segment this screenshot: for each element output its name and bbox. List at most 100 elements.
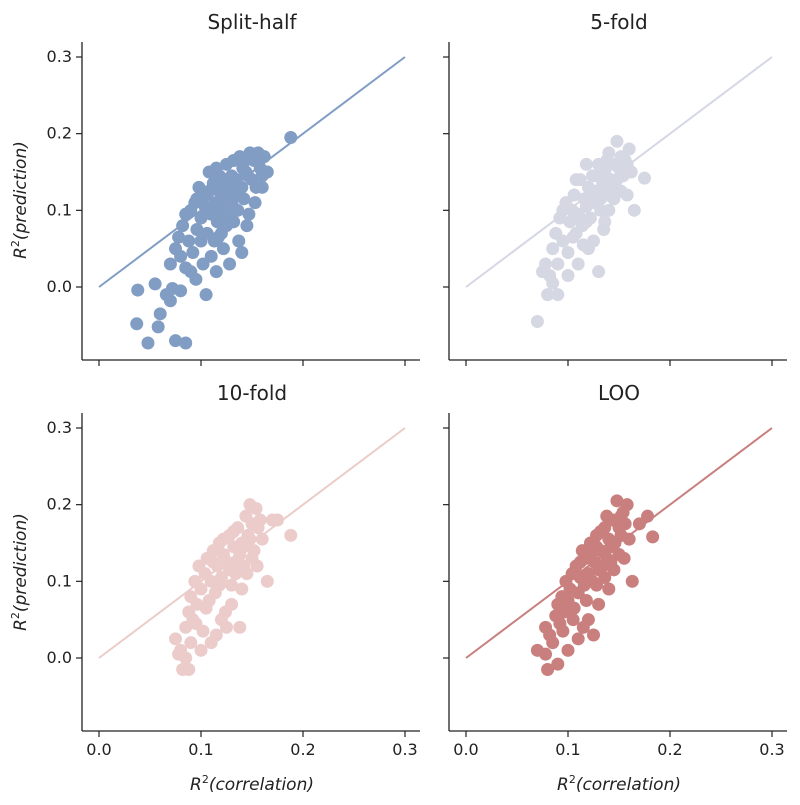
scatter-point — [590, 578, 604, 592]
scatter-point — [561, 643, 575, 657]
scatter-point — [131, 283, 145, 297]
scatter-point — [567, 188, 581, 202]
scatter-point — [604, 555, 618, 569]
scatter-point — [598, 215, 612, 229]
scatter-points — [530, 134, 651, 328]
scatter-point — [194, 211, 208, 225]
scatter-point — [530, 315, 544, 328]
scatter-point — [194, 582, 208, 596]
scatter-point — [583, 184, 597, 198]
scatter-point — [153, 307, 167, 321]
scatter-point — [184, 265, 198, 279]
scatter-point — [174, 643, 188, 657]
scatter-point — [627, 203, 641, 217]
scatter-point — [163, 257, 177, 271]
scatter-point — [248, 196, 262, 210]
scatter-point — [199, 288, 213, 302]
scatter-point — [182, 234, 196, 248]
scatter-point — [614, 184, 628, 198]
scatter-point — [541, 288, 555, 302]
scatter-points — [130, 131, 298, 350]
scatter-point — [253, 513, 267, 527]
y-tick-label: 0.3 — [47, 418, 72, 437]
scatter-point — [561, 269, 575, 282]
scatter-point — [551, 657, 565, 671]
scatter-point — [232, 184, 246, 198]
scatter-point — [610, 494, 624, 508]
scatter-point — [587, 234, 600, 248]
scatter-point — [204, 249, 218, 263]
scatter-point — [610, 134, 624, 148]
x-tick-label: 0.3 — [759, 740, 784, 759]
x-tick-label: 0.2 — [290, 740, 315, 759]
panel-loo: LOO 0.0 0.1 0.2 0.3 — [443, 381, 787, 759]
scatter-point — [235, 582, 249, 596]
x-tick-label: 0.3 — [392, 740, 417, 759]
scatter-point — [186, 246, 200, 259]
scatter-point — [179, 336, 193, 350]
scatter-point — [179, 207, 193, 221]
scatter-point — [592, 265, 606, 279]
scatter-point — [238, 154, 252, 167]
scatter-point — [169, 334, 182, 348]
panel-title: Split-half — [207, 10, 297, 34]
scatter-point — [225, 578, 239, 592]
x-tick-label: 0.2 — [657, 740, 682, 759]
scatter-point — [587, 628, 600, 642]
scatter-point — [602, 203, 616, 217]
y-tick-label: 0.0 — [47, 648, 72, 667]
scatter-point — [174, 284, 188, 298]
scatter-point — [620, 157, 634, 171]
scatter-point — [240, 219, 254, 233]
scatter-point — [622, 532, 636, 546]
scatter-point — [546, 276, 560, 290]
scatter-point — [255, 180, 269, 194]
scatter-point — [602, 582, 616, 596]
scatter-point — [235, 246, 249, 259]
y-tick-label: 0.1 — [47, 571, 72, 590]
scatter-point — [556, 234, 570, 248]
scatter-point — [260, 165, 274, 179]
x-tick-label: 0.1 — [188, 740, 213, 759]
scatter-point — [172, 230, 186, 244]
panel-title: 5-fold — [590, 10, 647, 34]
scatter-point — [174, 249, 188, 263]
scatter-point — [194, 234, 208, 248]
scatter-point — [194, 643, 208, 657]
x-axis-label: R2(correlation) — [557, 773, 681, 795]
scatter-point — [260, 574, 274, 588]
scatter-point — [130, 317, 144, 331]
scatter-point — [600, 509, 614, 523]
scatter-point — [539, 257, 553, 271]
scatter-points — [169, 498, 298, 676]
scatter-point — [216, 207, 230, 221]
scatter-point — [551, 257, 565, 271]
y-axis-label: R2(prediction) — [9, 513, 31, 631]
panel-split-half: Split-half 0.0 0.1 0.2 0.3 — [47, 10, 420, 366]
scatter-point — [569, 173, 583, 187]
scatter-point — [541, 663, 555, 676]
y-tick-label: 0.3 — [47, 47, 72, 66]
scatter-points — [530, 494, 660, 676]
scatter-point — [622, 142, 636, 156]
scatter-point — [190, 192, 204, 206]
scatter-point — [576, 620, 590, 634]
scatter-point — [232, 234, 246, 248]
scatter-point — [243, 532, 257, 546]
scatter-point — [182, 663, 196, 676]
scatter-point — [573, 555, 587, 569]
scatter-point — [556, 624, 570, 638]
x-axis-label: R2(correlation) — [190, 773, 314, 795]
scatter-point — [579, 157, 593, 171]
scatter-point — [543, 628, 557, 642]
scatter-point — [557, 605, 571, 619]
panel-10-fold: 10-fold 0.0 0.1 0.2 0.3 0.0 0.1 0.2 0.3 — [47, 381, 420, 759]
scatter-point — [223, 257, 237, 271]
scatter-point — [556, 203, 570, 217]
scatter-point — [233, 620, 247, 634]
panel-title: LOO — [598, 381, 640, 405]
panel-5-fold: 5-fold — [443, 10, 787, 366]
scatter-point — [255, 532, 269, 546]
scatter-point — [638, 171, 651, 185]
